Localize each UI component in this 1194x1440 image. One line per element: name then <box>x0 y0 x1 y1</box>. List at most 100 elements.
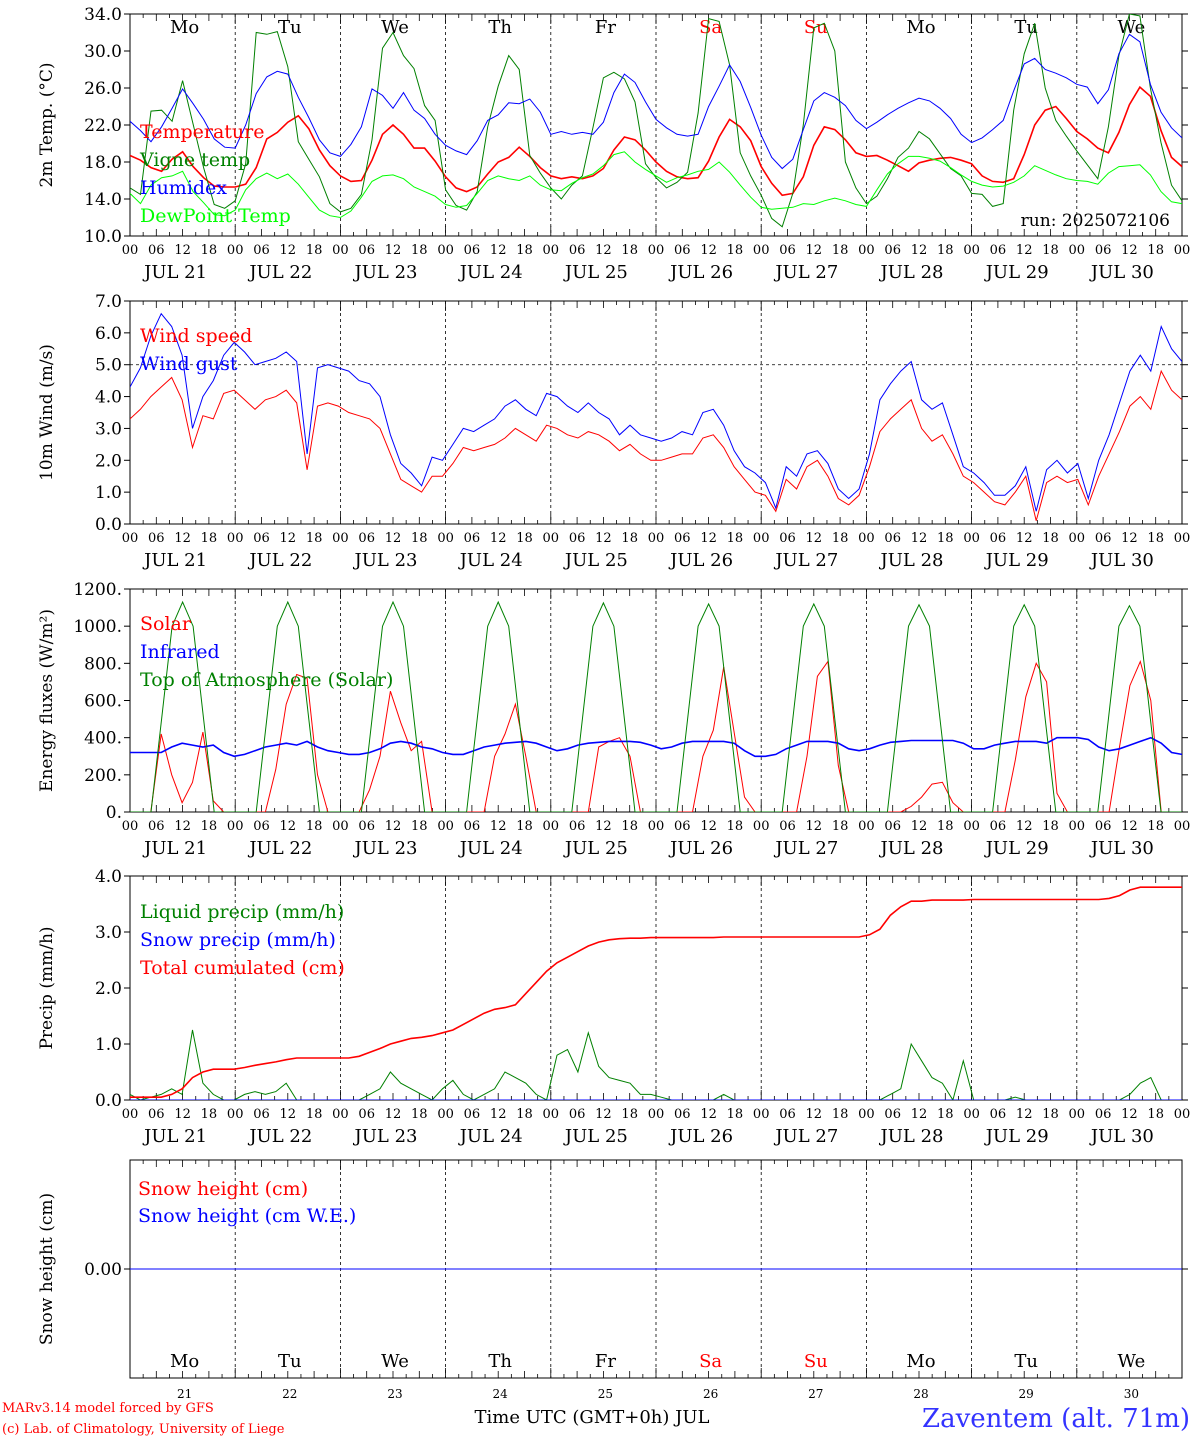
x-day-label: JUL 28 <box>879 262 944 283</box>
weekday-label: Mo <box>170 17 199 38</box>
x-day-label: JUL 27 <box>773 262 838 283</box>
x-day-label: JUL 30 <box>1089 1126 1154 1147</box>
series-line <box>130 736 1182 758</box>
series-line <box>130 14 1182 228</box>
legend-entry: Snow height (cm) <box>138 1178 308 1200</box>
x-day-label: JUL 26 <box>668 550 733 571</box>
x-day-label: JUL 21 <box>142 550 207 571</box>
x-hour-label: 06 <box>674 531 691 546</box>
y-tick-label: 34.0 <box>84 5 122 25</box>
x-hour-label: 00 <box>227 819 244 834</box>
x-hour-label: 18 <box>411 1107 428 1122</box>
x-day-label: JUL 22 <box>247 1126 312 1147</box>
x-hour-label: 18 <box>1147 243 1164 258</box>
x-hour-label: 18 <box>1042 819 1059 834</box>
x-hour-label: 18 <box>1042 243 1059 258</box>
x-day-label: JUL 22 <box>247 838 312 859</box>
x-hour-label: 00 <box>332 819 349 834</box>
weekday-label: Sa <box>699 17 722 38</box>
legend-entry: Total cumulated (cm) <box>140 957 345 979</box>
panel-4: 0.0 1.0 2.0 3.0 4.0 Precip (mm/h) 00 06 12 18 JUL … <box>37 867 1190 1147</box>
x-hour-label: 06 <box>779 243 796 258</box>
x-hour-label: 12 <box>700 1107 717 1122</box>
x-hour-label: 12 <box>174 819 191 834</box>
x-hour-label: 18 <box>201 819 218 834</box>
x-hour-label: 00 <box>122 1107 139 1122</box>
x-hour-label: 00 <box>437 1107 454 1122</box>
time-axis-label: Time UTC (GMT+0h) JUL <box>475 1407 710 1428</box>
x-day-label: JUL 21 <box>142 838 207 859</box>
x-hour-label: 12 <box>385 819 402 834</box>
x-hour-label: 06 <box>253 819 270 834</box>
x-day-label: JUL 23 <box>353 1126 418 1147</box>
x-hour-label: 12 <box>1121 1107 1138 1122</box>
legend-entry: Wind speed <box>140 325 252 347</box>
weekday-label: We <box>381 1351 409 1372</box>
x-hour-label: 12 <box>595 819 612 834</box>
x-hour-label: 18 <box>516 531 533 546</box>
x-hour-label: 06 <box>990 1107 1007 1122</box>
x-hour-label: 18 <box>411 819 428 834</box>
y-tick-label: 200. <box>84 766 122 786</box>
x-hour-label: 18 <box>1147 819 1164 834</box>
x-hour-label: 00 <box>648 531 665 546</box>
weekday-label: Fr <box>595 17 616 38</box>
x-hour-label: 00 <box>963 531 980 546</box>
x-hour-label: 12 <box>595 531 612 546</box>
x-hour-label: 06 <box>884 243 901 258</box>
x-hour-label: 12 <box>385 243 402 258</box>
y-tick-label: 0.0 <box>95 515 122 535</box>
x-hour-label: 18 <box>727 1107 744 1122</box>
y-tick-label: 3.0 <box>95 419 122 439</box>
x-hour-label: 18 <box>832 1107 849 1122</box>
x-hour-label: 06 <box>1095 1107 1112 1122</box>
x-day-label: JUL 24 <box>458 550 523 571</box>
x-hour-label: 18 <box>832 819 849 834</box>
x-hour-label: 18 <box>306 819 323 834</box>
y-tick-label: 2.0 <box>95 451 122 471</box>
x-hour-label: 06 <box>884 1107 901 1122</box>
series-line <box>130 85 1182 197</box>
x-hour-label: 06 <box>464 819 481 834</box>
x-hour-label: 00 <box>543 531 560 546</box>
x-hour-label: 00 <box>1069 243 1086 258</box>
x-hour-label: 12 <box>385 1107 402 1122</box>
x-hour-label: 00 <box>753 819 770 834</box>
x-hour-label: 12 <box>806 243 823 258</box>
x-hour-label: 06 <box>464 1107 481 1122</box>
y-tick-label: 800. <box>84 654 122 674</box>
y-tick-label: 14.0 <box>84 190 122 210</box>
x-hour-label: 00 <box>332 243 349 258</box>
x-hour-label: 00 <box>332 1107 349 1122</box>
x-hour-label: 12 <box>280 1107 297 1122</box>
x-day-label: JUL 29 <box>984 262 1049 283</box>
y-tick-label: 3.0 <box>95 923 122 943</box>
series-line <box>130 600 1182 812</box>
weekday-label: Tu <box>278 1351 302 1372</box>
x-day-label: JUL 29 <box>984 1126 1049 1147</box>
day-number-label: 29 <box>1019 1387 1034 1401</box>
x-day-label: JUL 25 <box>563 262 628 283</box>
x-hour-label: 18 <box>1042 531 1059 546</box>
y-tick-label: 18.0 <box>84 153 122 173</box>
y-tick-label: 4.0 <box>95 867 122 887</box>
y-tick-label: 26.0 <box>84 79 122 99</box>
x-hour-label: 00 <box>1174 531 1191 546</box>
x-hour-label: 18 <box>201 1107 218 1122</box>
x-hour-label: 18 <box>937 1107 954 1122</box>
day-number-label: 26 <box>703 1387 718 1401</box>
x-day-label: JUL 24 <box>458 1126 523 1147</box>
x-hour-label: 12 <box>174 531 191 546</box>
legend-entry: Top of Atmosphere (Solar) <box>140 669 393 691</box>
x-hour-label: 06 <box>1095 531 1112 546</box>
weekday-label: Th <box>488 17 512 38</box>
y-tick-label: 30.0 <box>84 42 122 62</box>
x-hour-label: 18 <box>1042 1107 1059 1122</box>
x-hour-label: 00 <box>1174 243 1191 258</box>
series-line <box>130 312 1182 512</box>
x-day-label: JUL 24 <box>458 838 523 859</box>
x-day-label: JUL 25 <box>563 1126 628 1147</box>
x-hour-label: 06 <box>990 243 1007 258</box>
x-hour-label: 12 <box>911 1107 928 1122</box>
x-day-label: JUL 29 <box>984 838 1049 859</box>
